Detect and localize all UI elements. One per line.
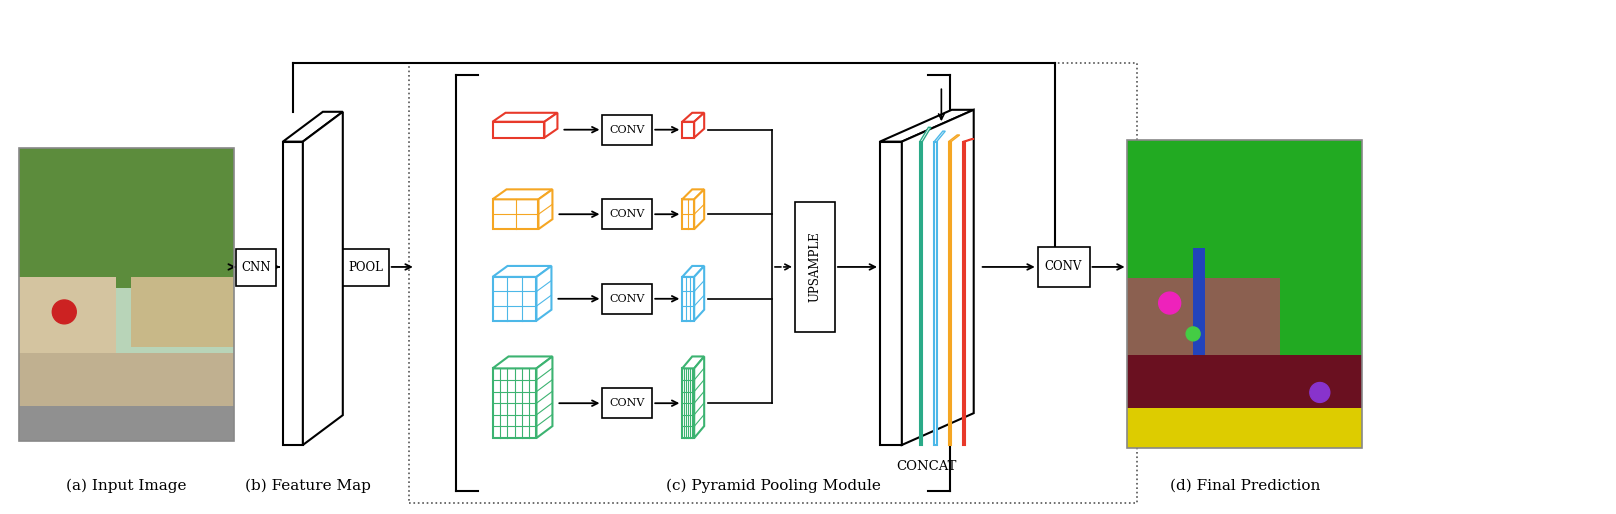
Polygon shape: [695, 266, 705, 321]
Bar: [603, 199, 653, 229]
Polygon shape: [493, 357, 553, 369]
Bar: [19, 277, 116, 359]
Polygon shape: [682, 277, 695, 321]
Text: CONV: CONV: [609, 209, 645, 219]
Text: CONV: CONV: [609, 294, 645, 304]
Polygon shape: [695, 113, 705, 138]
Bar: [1037, 247, 1089, 287]
Bar: [19, 148, 234, 441]
Bar: [795, 203, 835, 332]
Polygon shape: [963, 142, 965, 445]
Polygon shape: [902, 110, 974, 445]
Circle shape: [52, 300, 76, 324]
Polygon shape: [695, 357, 705, 438]
Polygon shape: [545, 113, 558, 138]
Polygon shape: [949, 142, 952, 445]
Text: CONV: CONV: [609, 125, 645, 135]
Polygon shape: [283, 112, 343, 142]
Text: POOL: POOL: [349, 261, 383, 274]
Bar: [603, 284, 653, 314]
Text: CONV: CONV: [609, 398, 645, 408]
Polygon shape: [934, 142, 937, 445]
Polygon shape: [493, 113, 558, 122]
Bar: [603, 115, 653, 144]
Polygon shape: [682, 199, 695, 229]
Polygon shape: [538, 189, 553, 229]
Polygon shape: [920, 142, 923, 445]
Polygon shape: [920, 127, 931, 142]
Bar: [1128, 140, 1362, 288]
Polygon shape: [493, 369, 537, 438]
Polygon shape: [493, 189, 553, 199]
Polygon shape: [493, 122, 545, 138]
Polygon shape: [537, 357, 553, 438]
Polygon shape: [283, 142, 302, 445]
Bar: [19, 353, 234, 406]
Text: (c) Pyramid Pooling Module: (c) Pyramid Pooling Module: [666, 479, 881, 493]
Text: CNN: CNN: [241, 261, 271, 274]
Bar: [1193, 248, 1206, 356]
Polygon shape: [682, 369, 695, 438]
Bar: [131, 277, 234, 347]
Polygon shape: [879, 142, 902, 445]
Text: (a) Input Image: (a) Input Image: [66, 479, 187, 493]
Polygon shape: [682, 122, 695, 138]
Polygon shape: [493, 266, 551, 277]
Text: (b) Feature Map: (b) Feature Map: [246, 479, 370, 493]
Bar: [1128, 356, 1362, 408]
Bar: [409, 63, 1138, 503]
Polygon shape: [537, 266, 551, 321]
Polygon shape: [493, 199, 538, 229]
Circle shape: [1311, 382, 1330, 402]
Bar: [1280, 279, 1362, 356]
Bar: [1128, 356, 1362, 448]
Polygon shape: [682, 357, 705, 369]
Bar: [1128, 140, 1362, 448]
Polygon shape: [682, 266, 705, 277]
Polygon shape: [934, 131, 945, 142]
Bar: [236, 249, 276, 286]
Text: CONCAT: CONCAT: [897, 461, 957, 473]
Polygon shape: [949, 135, 960, 142]
Bar: [19, 406, 234, 441]
Polygon shape: [695, 189, 705, 229]
Polygon shape: [682, 189, 705, 199]
Polygon shape: [493, 277, 537, 321]
Polygon shape: [879, 110, 974, 142]
Bar: [19, 148, 234, 288]
Polygon shape: [682, 113, 705, 122]
Bar: [343, 249, 389, 286]
Circle shape: [1159, 292, 1181, 314]
Bar: [19, 148, 234, 441]
Bar: [1128, 279, 1280, 356]
Circle shape: [1186, 327, 1201, 341]
Text: (d) Final Prediction: (d) Final Prediction: [1170, 479, 1320, 493]
Polygon shape: [302, 112, 343, 445]
Text: CONV: CONV: [1046, 261, 1083, 273]
Polygon shape: [963, 139, 974, 142]
Bar: [603, 388, 653, 418]
Text: UPSAMPLE: UPSAMPLE: [808, 232, 821, 302]
